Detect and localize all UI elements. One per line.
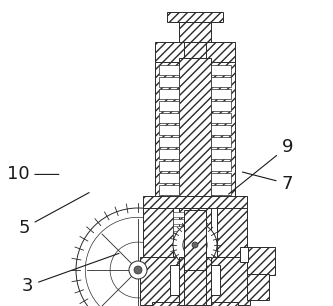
Bar bbox=[167, 12, 223, 22]
Bar bbox=[211, 137, 231, 147]
Bar bbox=[138, 262, 185, 278]
Bar bbox=[179, 208, 211, 260]
Bar bbox=[143, 196, 247, 210]
Bar bbox=[200, 265, 220, 295]
Bar bbox=[207, 58, 235, 200]
Bar bbox=[217, 208, 247, 260]
Bar bbox=[199, 208, 217, 240]
Bar bbox=[140, 257, 250, 305]
Circle shape bbox=[129, 261, 147, 279]
Text: 5: 5 bbox=[18, 192, 89, 237]
Bar bbox=[211, 89, 231, 99]
Bar bbox=[159, 101, 179, 111]
Bar bbox=[155, 58, 183, 200]
Bar bbox=[159, 77, 179, 87]
Bar bbox=[143, 208, 173, 260]
Bar bbox=[159, 173, 179, 183]
Text: 10: 10 bbox=[7, 166, 59, 183]
Bar bbox=[159, 113, 179, 123]
Bar bbox=[183, 305, 207, 306]
Circle shape bbox=[183, 233, 207, 257]
Circle shape bbox=[173, 223, 217, 267]
Circle shape bbox=[192, 242, 198, 248]
Bar bbox=[155, 42, 235, 62]
Bar bbox=[211, 161, 231, 171]
Text: 7: 7 bbox=[242, 172, 293, 192]
Bar bbox=[159, 125, 179, 135]
Bar bbox=[159, 137, 179, 147]
Bar bbox=[184, 210, 206, 270]
Bar bbox=[179, 22, 211, 42]
Bar bbox=[211, 149, 231, 159]
Bar bbox=[211, 173, 231, 183]
Text: 3: 3 bbox=[22, 253, 119, 295]
Bar bbox=[184, 255, 206, 306]
Bar bbox=[159, 65, 179, 75]
Text: 9: 9 bbox=[228, 138, 293, 194]
Bar bbox=[240, 247, 248, 262]
Bar bbox=[170, 265, 190, 295]
Bar bbox=[173, 212, 191, 217]
Bar bbox=[159, 89, 179, 99]
Bar bbox=[200, 265, 220, 295]
Bar bbox=[247, 274, 269, 300]
Bar bbox=[159, 185, 179, 195]
Bar bbox=[173, 208, 191, 240]
Bar bbox=[184, 42, 206, 58]
Bar bbox=[211, 125, 231, 135]
Bar bbox=[170, 265, 190, 295]
Bar bbox=[247, 247, 275, 275]
Bar bbox=[211, 65, 231, 75]
Circle shape bbox=[134, 266, 142, 274]
Bar bbox=[211, 113, 231, 123]
Bar bbox=[159, 161, 179, 171]
Bar bbox=[179, 58, 211, 200]
Bar bbox=[152, 302, 238, 306]
Bar bbox=[173, 226, 191, 231]
Bar bbox=[211, 185, 231, 195]
Bar bbox=[179, 257, 211, 305]
Bar bbox=[211, 101, 231, 111]
Bar bbox=[173, 219, 191, 224]
Bar bbox=[173, 233, 191, 238]
Bar bbox=[211, 77, 231, 87]
Bar bbox=[159, 149, 179, 159]
